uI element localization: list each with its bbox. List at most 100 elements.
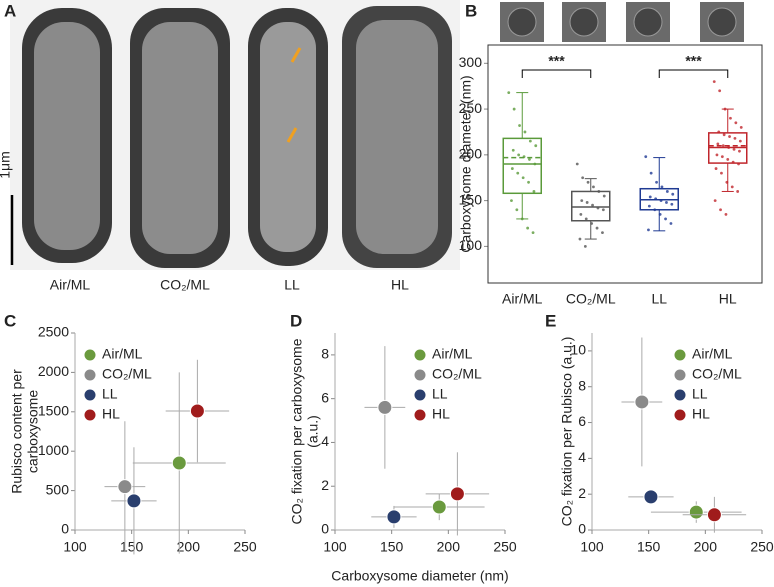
data-point	[723, 107, 727, 111]
data-point	[670, 202, 674, 206]
y-tick-label: 2500	[38, 324, 69, 340]
data-point	[522, 155, 526, 159]
panel-label: D	[290, 311, 302, 330]
data-point	[734, 121, 738, 125]
cell-interior	[34, 22, 100, 250]
data-point	[575, 162, 579, 166]
data-point	[712, 80, 716, 84]
y-tick-label: 200	[459, 146, 483, 162]
data-point	[586, 180, 590, 184]
box	[502, 137, 542, 195]
data-point	[688, 504, 704, 520]
data-point	[718, 89, 722, 93]
data-point	[590, 222, 594, 225]
panel-label: E	[545, 311, 556, 330]
y-axis-label: (a.u.)	[305, 415, 321, 448]
data-point	[653, 208, 657, 212]
y-tick-label: 6	[578, 413, 586, 429]
data-point	[717, 130, 721, 134]
data-point	[660, 185, 664, 189]
y-tick-label: 8	[578, 377, 586, 393]
y-tick-label: 1000	[38, 442, 69, 458]
data-point	[647, 228, 650, 232]
data-point	[528, 158, 531, 161]
data-point	[579, 212, 583, 216]
image-label: HL	[391, 277, 409, 293]
arrow	[286, 47, 302, 143]
legend-marker	[674, 369, 686, 381]
y-tick-label: 2	[578, 485, 586, 501]
data-point	[730, 185, 734, 189]
legend-marker	[674, 389, 686, 401]
x-tick-label: 150	[380, 539, 404, 555]
data-point	[665, 190, 669, 193]
x-tick-label: 200	[177, 539, 201, 555]
x-tick-label: 250	[493, 539, 517, 555]
data-point	[528, 139, 532, 143]
significance-bracket	[521, 69, 592, 78]
y-axis-label: Carboxysome diameter (nm)	[458, 75, 474, 252]
data-point	[659, 199, 663, 203]
y-tick-label: 500	[46, 481, 70, 497]
legend-label: Air/ML	[102, 346, 143, 362]
y-tick-label: 2	[321, 477, 329, 493]
data-point	[126, 493, 142, 509]
box	[571, 190, 611, 222]
y-tick-label: 0	[321, 521, 329, 537]
thumbnail-particle	[569, 7, 599, 37]
data-point	[738, 139, 742, 143]
data-point	[720, 171, 723, 175]
significance-label: ***	[685, 53, 702, 69]
data-point	[523, 130, 527, 134]
data-point	[595, 226, 599, 230]
cell-interior	[260, 22, 316, 252]
plot-frame	[487, 44, 763, 284]
y-tick-label: 100	[459, 237, 483, 253]
y-tick-label: 1500	[38, 403, 69, 419]
cell-interior	[142, 22, 218, 254]
legend-marker	[84, 369, 96, 381]
legend-marker	[674, 349, 686, 361]
y-tick-label: 10	[570, 342, 586, 358]
y-tick-label: 4	[321, 433, 329, 449]
data-point	[665, 201, 668, 204]
x-tick-label: CO₂/ML	[566, 291, 616, 307]
data-point	[649, 171, 653, 175]
data-point	[386, 509, 402, 525]
data-point	[592, 185, 595, 189]
data-point	[515, 208, 519, 212]
x-tick-label: HL	[719, 291, 737, 307]
data-point	[580, 199, 584, 203]
data-point	[516, 171, 520, 175]
legend-label: Air/ML	[432, 346, 473, 362]
data-point	[526, 226, 530, 230]
y-tick-label: 300	[459, 54, 483, 70]
data-point	[189, 403, 205, 419]
data-point	[531, 231, 535, 235]
legend-marker	[84, 349, 96, 361]
data-point	[597, 190, 601, 193]
data-point	[644, 155, 648, 159]
legend-label: LL	[432, 386, 448, 402]
data-point	[713, 199, 717, 203]
data-point	[720, 155, 724, 159]
data-point	[716, 142, 720, 146]
data-point	[596, 206, 600, 210]
data-point	[719, 208, 722, 212]
data-point	[510, 167, 514, 170]
data-point	[643, 489, 659, 505]
legend-marker	[84, 409, 96, 421]
data-point	[511, 148, 515, 152]
panel-label: C	[4, 311, 16, 330]
data-point	[520, 217, 524, 221]
data-point	[715, 153, 719, 157]
y-axis-label: CO₂ fixation per carboxysome	[289, 338, 305, 524]
cell-interior	[356, 20, 438, 254]
data-point	[737, 162, 740, 166]
data-point	[647, 204, 651, 208]
panel-label: A	[4, 1, 16, 20]
data-point	[517, 153, 521, 157]
x-tick-label: 200	[437, 539, 461, 555]
data-point	[739, 125, 743, 129]
